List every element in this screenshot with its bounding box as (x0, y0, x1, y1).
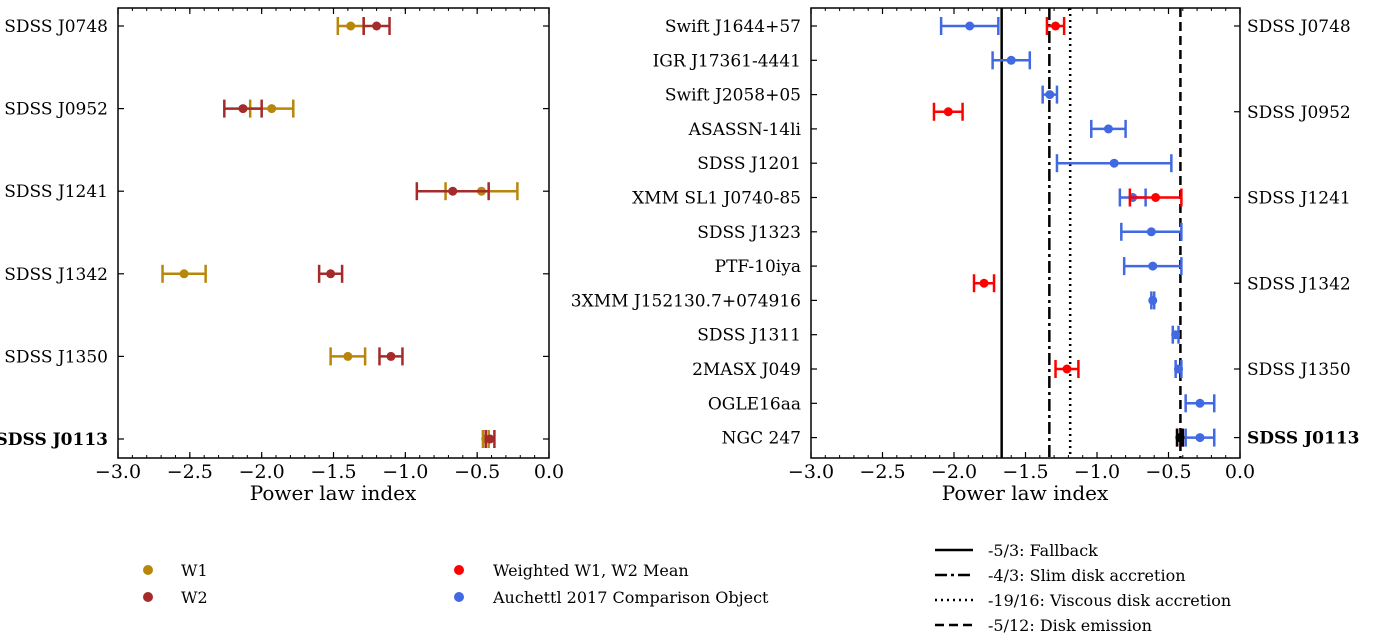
x-tick-label: −1.0 (1074, 461, 1120, 483)
weighted-mean-point (943, 107, 953, 117)
x-tick-label: −0.5 (454, 461, 500, 483)
comparison-point (1148, 261, 1158, 271)
x-tick-label: −2.0 (239, 461, 285, 483)
x-tick-label: −1.5 (310, 461, 356, 483)
right-side-label: SDSS J0952 (1247, 103, 1351, 123)
comparison-point (1195, 433, 1205, 443)
comparison-point (1146, 227, 1156, 237)
right-category-label: SDSS J1323 (697, 223, 801, 243)
left-category-label: SDSS J0113 (0, 430, 108, 450)
comparison-point (1148, 295, 1158, 305)
x-tick-label: 0.0 (1225, 461, 1255, 483)
right-category-label: IGR J17361-4441 (653, 51, 801, 71)
right-category-label: 2MASX J049 (692, 360, 801, 380)
w2-point (326, 269, 336, 279)
legend-label: -5/12: Disk emission (988, 616, 1152, 635)
right-xlabel: Power law index (942, 481, 1109, 505)
legend-marker-point (454, 592, 464, 602)
legend-points: Weighted W1, W2 Mean Auchettl 2017 Compar… (454, 561, 769, 607)
right-category-label: SDSS J1311 (697, 326, 801, 346)
x-tick-label: −2.0 (931, 461, 977, 483)
left-xlabel: Power law index (250, 481, 417, 505)
right-category-label: SDSS J1201 (697, 154, 801, 174)
right-side-label: SDSS J0748 (1247, 17, 1351, 37)
right-category-label: Swift J1644+57 (665, 17, 801, 37)
j0113-mean-black-point (1175, 433, 1185, 443)
legend-reference-lines: -5/3: Fallback -4/3: Slim disk accretion -… (935, 541, 1231, 635)
w1-point (179, 269, 189, 279)
comparison-point (1103, 124, 1113, 134)
right-category-label: PTF-10iya (715, 257, 801, 277)
legend-label: -4/3: Slim disk accretion (988, 566, 1186, 585)
left-category-label: SDSS J1350 (4, 347, 108, 367)
legend-marker-point (454, 565, 464, 575)
w1-point (343, 351, 353, 361)
comparison-point (1171, 330, 1181, 340)
w1-point (346, 21, 356, 31)
weighted-mean-point (1051, 21, 1061, 31)
x-tick-label: −2.5 (167, 461, 213, 483)
left-category-label: SDSS J1241 (4, 182, 108, 202)
x-tick-label: −3.0 (788, 461, 834, 483)
right-category-label: ASASSN-14li (688, 120, 802, 140)
legend-marker-w2 (143, 592, 153, 602)
x-tick-label: −1.5 (1002, 461, 1048, 483)
right-ticks: −3.0 −2.5 −2.0 −1.5 −1.0 −0.5 0.0 Swift J1644+5… (571, 8, 1359, 483)
x-tick-label: −2.5 (859, 461, 905, 483)
legend-label: W1 (181, 561, 208, 580)
legend-label: -5/3: Fallback (988, 541, 1098, 560)
x-tick-label: −0.5 (1145, 461, 1191, 483)
weighted-mean-point (979, 278, 989, 288)
right-side-label: SDSS J1350 (1247, 360, 1351, 380)
legend-label: Weighted W1, W2 Mean (493, 561, 689, 580)
left-category-label: SDSS J1342 (4, 265, 108, 285)
left-plot-frame (117, 7, 550, 459)
right-category-label: XMM SL1 J0740-85 (632, 189, 801, 209)
left-category-label: SDSS J0748 (4, 17, 108, 37)
w2-point (448, 186, 458, 196)
legend-label: -19/16: Viscous disk accretion (988, 591, 1231, 610)
right-side-label: SDSS J1241 (1247, 189, 1351, 209)
w2-point (238, 104, 248, 114)
comparison-point (1006, 55, 1016, 65)
w2-point (386, 351, 396, 361)
right-panel: −3.0 −2.5 −2.0 −1.5 −1.0 −0.5 0.0 Swift J1644+5… (571, 7, 1359, 505)
weighted-mean-point (1151, 193, 1161, 202)
comparison-point (965, 21, 975, 31)
right-category-label: Swift J2058+05 (665, 86, 801, 106)
weighted-mean-point (1062, 364, 1072, 374)
legend-label: Auchettl 2017 Comparison Object (492, 588, 769, 607)
x-tick-label: −3.0 (95, 461, 141, 483)
left-category-label: SDSS J0952 (4, 100, 108, 120)
comparison-point (1109, 158, 1119, 168)
right-side-label: SDSS J0113 (1247, 429, 1359, 449)
right-marks (932, 17, 1216, 447)
comparison-point (1045, 90, 1055, 100)
w2-point (485, 434, 495, 444)
left-ticks: −3.0 −2.5 −2.0 −1.5 −1.0 −0.5 0.0 SDSS J0748 SDS… (0, 8, 564, 483)
right-side-label: SDSS J1342 (1247, 274, 1351, 294)
right-category-label: 3XMM J152130.7+074916 (571, 291, 801, 311)
left-panel: −3.0 −2.5 −2.0 −1.5 −1.0 −0.5 0.0 SDSS J0748 SDS… (0, 7, 564, 505)
w1-point (267, 104, 277, 114)
x-tick-label: −1.0 (382, 461, 428, 483)
comparison-point (1195, 398, 1205, 408)
right-category-label: OGLE16aa (708, 394, 801, 414)
x-tick-label: 0.0 (534, 461, 564, 483)
right-category-label: NGC 247 (722, 429, 801, 449)
left-marks (161, 17, 519, 448)
legend-marker-w1 (143, 565, 153, 575)
comparison-point (1174, 364, 1184, 374)
legend-label: W2 (181, 588, 208, 607)
w2-point (372, 21, 382, 31)
